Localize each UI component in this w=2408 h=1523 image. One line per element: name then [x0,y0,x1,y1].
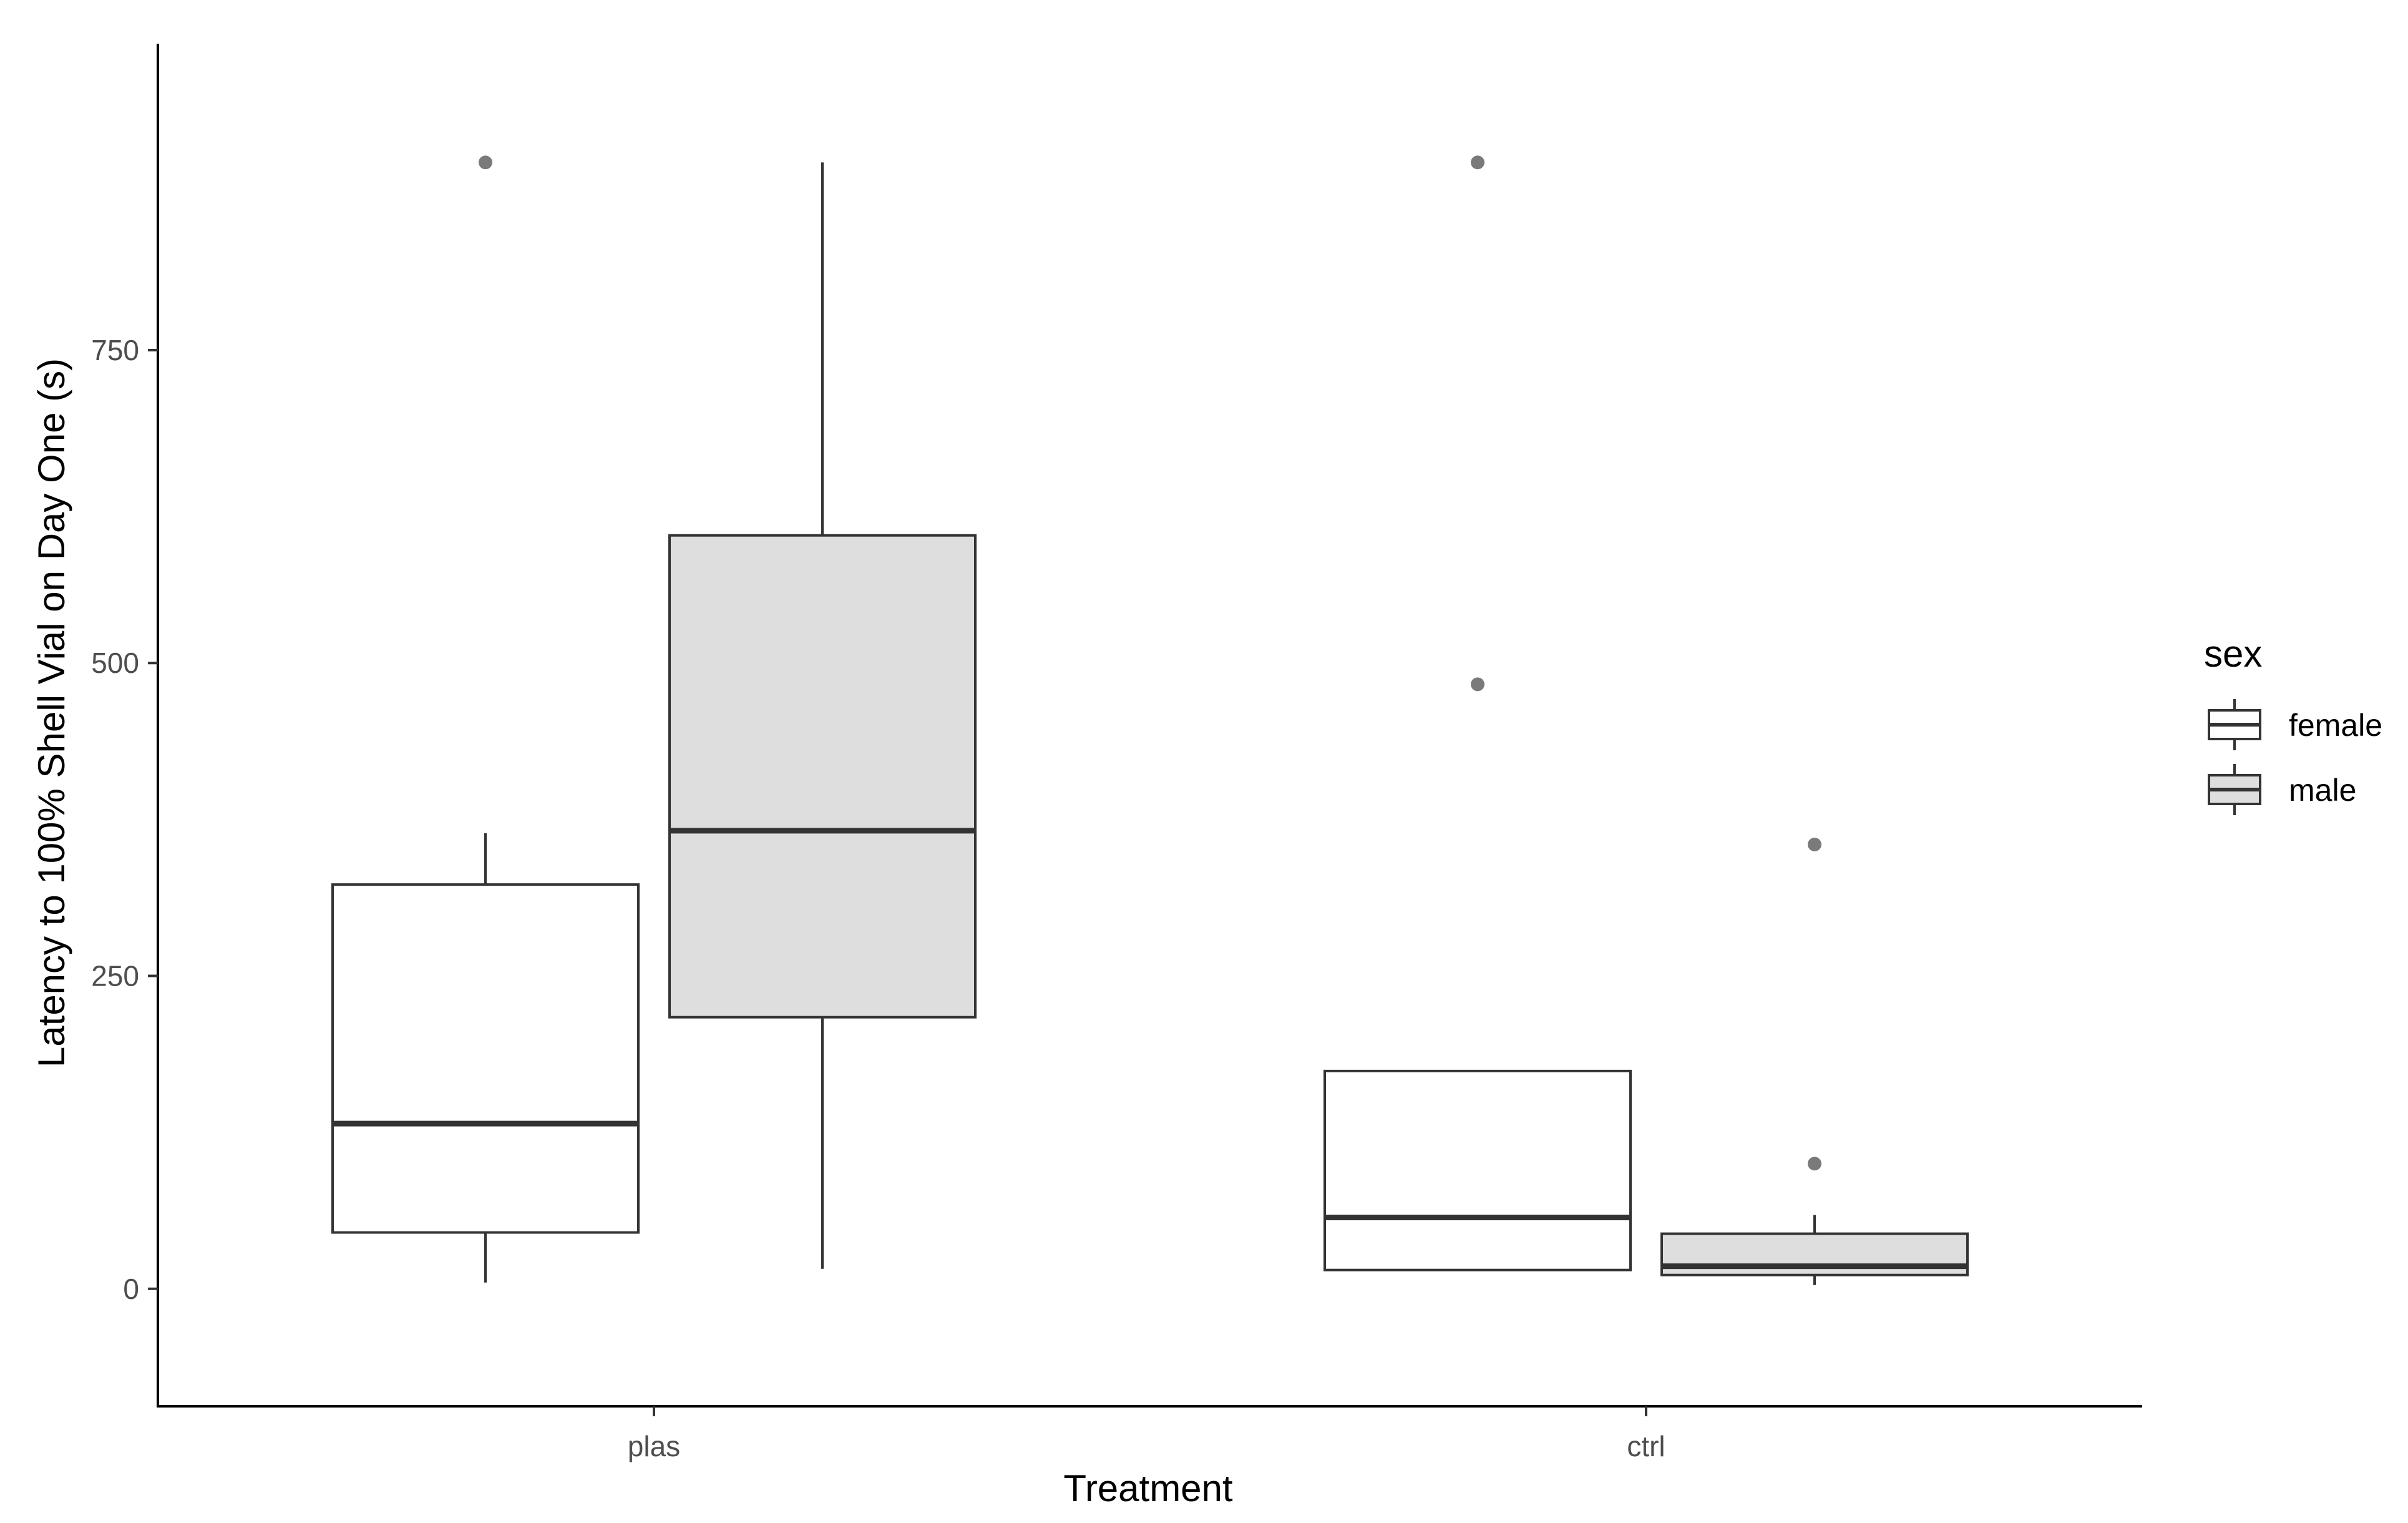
y-tick-label: 500 [91,647,139,679]
box-iqr [668,534,977,1019]
box-male-ctrl [1660,837,1969,1285]
y-tick-label: 750 [91,334,139,366]
y-tick-label: 0 [123,1273,139,1305]
axes-layer [157,44,2142,1408]
legend-keys: female male [2208,699,2382,815]
outlier-point [479,155,492,170]
y-axis-title: Latency to 100% Shell Vial on Day One (s… [31,358,72,1067]
box-female-ctrl [1323,155,1632,1271]
legend-key-female: female [2208,699,2382,750]
y-tick-label: 250 [91,960,139,992]
ticks-layer: 0 250 500 750 plas ctrl [91,334,1665,1462]
legend-key-male: male [2208,764,2356,815]
legend-label: male [2289,773,2356,808]
box-female-plas [331,155,640,1283]
box-male-plas [668,162,977,1269]
x-tick-label: plas [628,1430,680,1462]
x-axis-title: Treatment [1063,1467,1233,1509]
box-iqr [331,883,640,1234]
legend: sex female male [2204,633,2382,815]
legend-label: female [2289,708,2382,743]
box-iqr [1323,1069,1632,1271]
boxes-layer [331,155,1969,1285]
outlier-point [1471,677,1484,692]
x-tick-label: ctrl [1627,1430,1665,1462]
outlier-point [1808,1157,1821,1171]
legend-title: sex [2204,633,2262,675]
outlier-point [1471,155,1484,170]
outlier-point [1808,837,1821,851]
